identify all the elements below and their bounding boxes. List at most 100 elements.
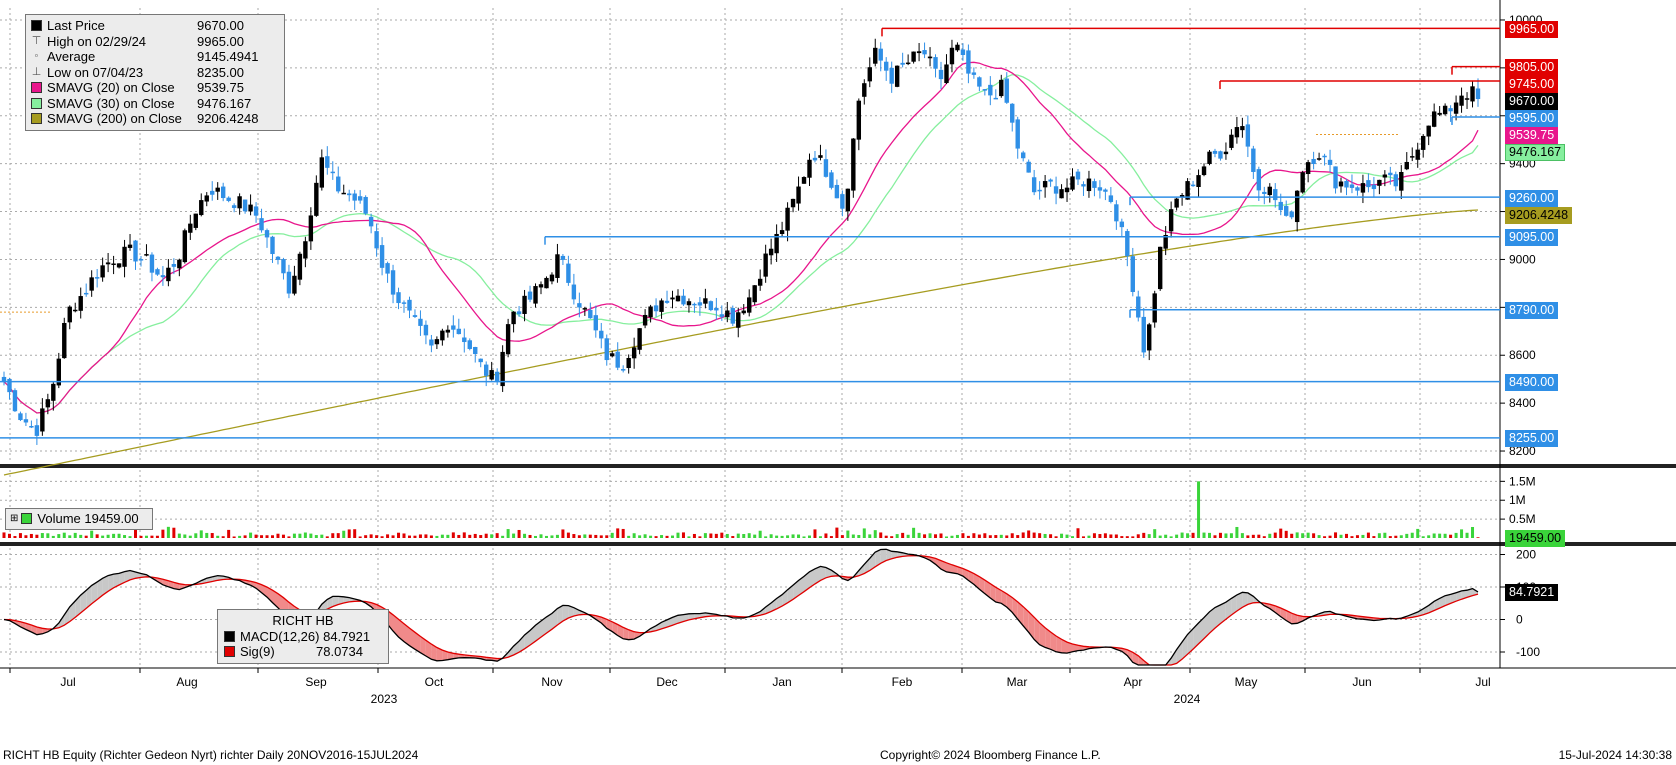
candle-down [220,186,226,199]
volume-bar [166,526,170,538]
legend-swatch [31,82,42,94]
volume-bar [1021,532,1025,538]
macd-fill [64,606,70,626]
volume-bar [172,527,176,538]
volume-bar [550,535,554,538]
macd-fill [1231,594,1237,615]
candle-down [1141,316,1146,353]
macd-fill [1445,594,1451,606]
macd-fill [91,581,98,604]
price-tick-label: 8200 [1509,444,1536,458]
candle-up [927,56,933,59]
candle-down [29,426,34,428]
macd-fill [1461,590,1467,600]
candle-down [527,291,533,300]
volume-bar [1213,535,1217,538]
volume-bar [632,533,636,538]
volume-bar [210,533,214,538]
macd-fill [58,614,65,628]
volume-bar [671,535,675,538]
volume-bar [79,534,83,538]
macd-fill [771,598,777,612]
macd-fill [1061,639,1067,654]
volume-bar [298,533,302,538]
volume-bar [1043,533,1047,538]
footer-center: Copyright© 2024 Bloomberg Finance L.P. [880,748,1101,762]
candle-down [1053,186,1059,194]
macd-tick-label: -100 [1516,645,1540,659]
volume-bar [1416,528,1420,538]
volume-bar [807,535,811,538]
macd-fill [261,584,267,598]
expand-icon[interactable]: ⊞ [10,513,19,524]
volume-bar [555,534,559,538]
candle-up [916,51,922,54]
sma30-line [3,74,1479,414]
volume-bar [1334,532,1338,538]
macd-legend[interactable]: RICHT HB MACD(12,26) 84.7921 Sig(9) 78.07… [217,609,389,664]
macd-fill [393,614,399,637]
volume-bar [216,535,220,538]
volume-bar [1432,533,1436,538]
volume-bar [1410,532,1414,538]
candle-down [1218,151,1223,159]
volume-bar [994,535,998,538]
volume-bar [155,535,159,538]
candle-up [801,177,807,184]
macd-fill [875,549,881,567]
candle-down [829,172,834,188]
candle-down [275,256,281,260]
candle-down [336,176,341,192]
volume-bar [40,533,44,538]
candle-up [631,347,637,359]
volume-bar [1295,532,1299,538]
macd-fill [508,646,514,658]
candle-up [73,309,78,312]
candle-up [489,370,494,380]
macd-fill [617,624,624,639]
signal-label: Sig(9) [240,644,275,659]
volume-bar [824,533,828,538]
volume-bar [95,534,99,538]
macd-fill [1417,608,1424,617]
candle-down [467,340,472,349]
candle-down [714,307,719,311]
candle-up [867,67,872,82]
candle-up [999,79,1004,97]
volume-bar [188,535,192,538]
volume-bar [495,533,499,538]
volume-bar [1065,534,1069,538]
candle-up [818,155,823,158]
volume-bar [561,529,565,538]
candle-down [270,236,275,255]
macd-fill [535,621,541,642]
legend-row: SMAVG (30) on Close 9476.167 [31,96,279,112]
volume-bar [528,534,532,538]
candle-up [116,263,122,268]
macd-fill [541,616,547,638]
macd-fill [36,627,43,635]
candle-up [785,207,790,231]
volume-bar [829,536,833,538]
volume-bar [1054,536,1058,538]
candle-down [1130,256,1135,292]
candle-down [242,199,248,212]
candle-up [538,284,544,288]
macd-fill [656,622,662,631]
price-tag: 8790.00 [1505,302,1559,320]
volume-bar [846,530,850,538]
candle-down [1475,88,1481,99]
volume-bar [2,532,6,538]
candle-down [1388,172,1393,176]
volume-legend[interactable]: ⊞ Volume 19459.00 [5,508,153,530]
price-tag: 8255.00 [1505,430,1559,448]
price-tag: 9965.00 [1505,20,1559,38]
candle-up [549,274,555,282]
macd-fill [984,580,991,598]
price-legend[interactable]: Last Price 9670.00 ⊤ High on 02/29/24 9965.0… [25,14,285,131]
candle-up [845,188,851,212]
candle-down [1020,152,1026,159]
macd-fill [809,568,815,588]
candle-down [155,269,160,275]
volume-bar [303,532,307,538]
